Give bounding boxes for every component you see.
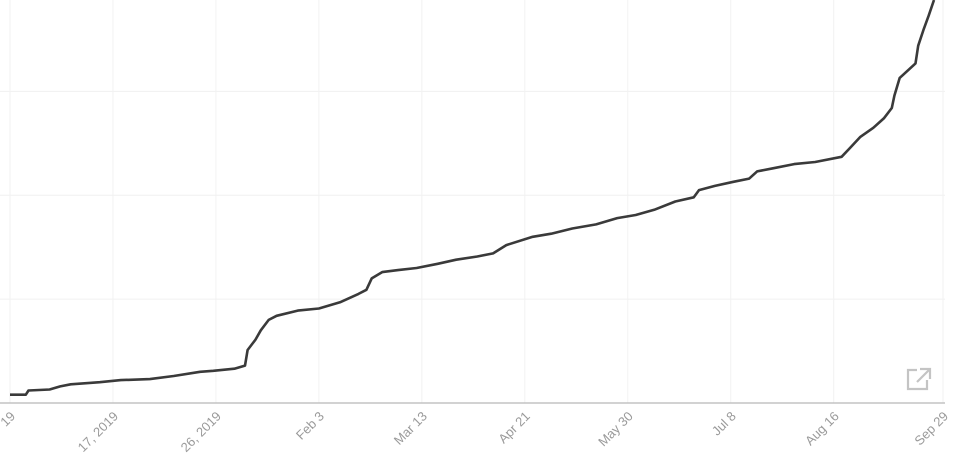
x-tick-label: 19 xyxy=(0,409,18,430)
x-tick-label: Apr 21 xyxy=(495,409,533,447)
x-tick-label: Feb 3 xyxy=(293,409,327,443)
x-tick-label: Jul 8 xyxy=(709,409,739,439)
x-tick-label: Aug 16 xyxy=(802,409,842,449)
x-tick-label: Mar 13 xyxy=(391,409,430,448)
x-axis-ticks: 19 17, 2019 26, 2019 Feb 3 Mar 13 Apr 21 May 3… xyxy=(0,409,951,455)
gridlines xyxy=(0,0,945,403)
x-tick-label: 26, 2019 xyxy=(178,409,224,455)
series-line xyxy=(10,0,936,396)
x-tick-label: May 30 xyxy=(595,409,636,450)
x-tick-label: 17, 2019 xyxy=(75,409,121,455)
external-link-icon xyxy=(906,367,932,391)
external-link-button[interactable] xyxy=(905,366,933,392)
x-tick-label: Sep 29 xyxy=(911,409,951,449)
